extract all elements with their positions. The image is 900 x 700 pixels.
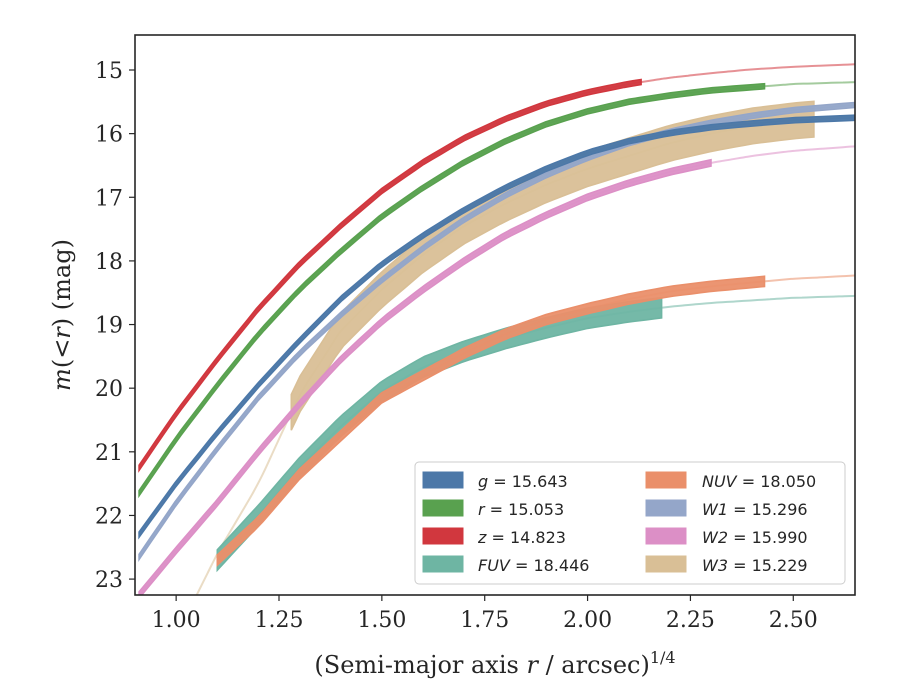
series-nuv: [216, 274, 855, 567]
x-tick-label: 2.25: [666, 608, 715, 633]
legend-swatch: [645, 499, 687, 517]
legend-item-w1: W1 = 15.296: [645, 499, 808, 519]
legend-label: r = 15.053: [478, 500, 564, 519]
y-tick-label: 17: [95, 186, 123, 211]
legend-swatch: [645, 527, 687, 545]
legend-item-g: g = 15.643: [422, 471, 568, 491]
legend-label: z = 14.823: [477, 528, 566, 547]
x-axis: 1.00 1.25 1.50 1.75 2.00 2.25 2.50: [152, 595, 818, 633]
legend-frame: [414, 461, 846, 585]
x-tick-label: 1.75: [460, 608, 509, 633]
legend-item-r: r = 15.053: [422, 499, 564, 519]
legend-label: NUV = 18.050: [702, 472, 816, 491]
series-measured-band: [138, 114, 855, 540]
legend-swatch: [422, 527, 464, 545]
series-layer: [138, 63, 855, 595]
y-tick-label: 20: [95, 377, 123, 402]
series-z: [138, 63, 855, 473]
y-tick-label: 18: [95, 250, 123, 275]
series-w2: [138, 145, 855, 595]
legend-label: W2 = 15.990: [702, 528, 808, 547]
series-g: [138, 114, 855, 540]
x-tick-label: 2.50: [769, 608, 818, 633]
series-measured-band: [138, 158, 712, 595]
series-measured-band: [138, 82, 766, 499]
x-tick-label: 1.50: [357, 608, 406, 633]
series-measured-band: [138, 78, 642, 473]
y-axis-label: m(<r) (mag): [48, 239, 76, 391]
legend-swatch: [422, 555, 464, 573]
series-measured-band: [138, 101, 855, 562]
series-r: [138, 81, 855, 499]
y-tick-label: 15: [95, 59, 123, 84]
y-tick-label: 16: [95, 123, 123, 148]
legend-item-w2: W2 = 15.990: [645, 527, 808, 547]
legend-label: g = 15.643: [478, 472, 568, 491]
legend-item-w3: W3 = 15.229: [645, 555, 808, 575]
legend-item-z: z = 14.823: [422, 527, 566, 547]
legend-swatch: [645, 471, 687, 489]
series-w1: [138, 101, 855, 562]
y-tick-label: 22: [95, 504, 123, 529]
y-tick-label: 21: [95, 441, 123, 466]
legend-item-nuv: NUV = 18.050: [645, 471, 816, 491]
legend: g = 15.643 r = 15.053 z = 14.823 FUV = 18.4…: [414, 461, 846, 585]
legend-label: W3 = 15.229: [702, 556, 808, 575]
x-tick-label: 2.00: [563, 608, 612, 633]
legend-label: W1 = 15.296: [702, 500, 808, 519]
legend-item-fuv: FUV = 18.446: [422, 555, 589, 575]
y-tick-label: 23: [95, 568, 123, 593]
x-axis-label: (Semi-major axis r / arcsec)1/4: [314, 648, 675, 679]
y-axis: 15 16 17 18 19 20 21 22 23: [95, 59, 135, 593]
x-tick-label: 1.00: [152, 608, 201, 633]
plot-frame: [134, 34, 856, 596]
series-measured-band: [216, 275, 766, 567]
legend-label: FUV = 18.446: [478, 556, 589, 575]
legend-swatch: [422, 471, 464, 489]
legend-swatch: [422, 499, 464, 517]
legend-swatch: [645, 555, 687, 573]
x-tick-label: 1.25: [255, 608, 304, 633]
y-tick-label: 19: [95, 314, 123, 339]
